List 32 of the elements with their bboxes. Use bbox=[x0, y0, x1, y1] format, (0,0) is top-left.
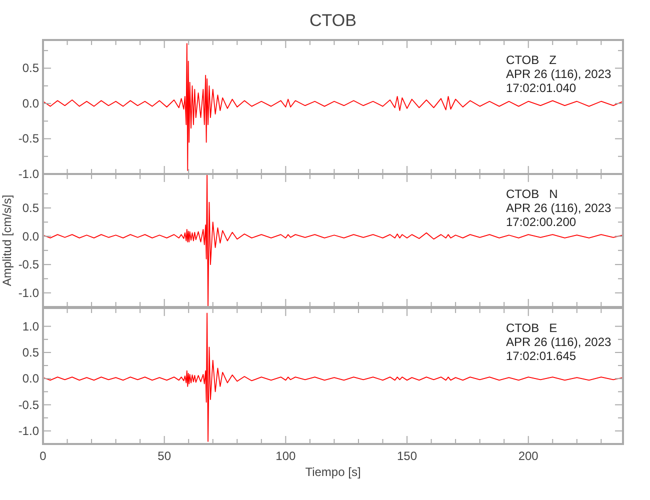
y-tick-label: 1.0 bbox=[22, 319, 40, 334]
y-tick-label: 0.0 bbox=[22, 96, 40, 110]
y-axis-title: Amplitud [cm/s/s] bbox=[0, 194, 14, 286]
line-series bbox=[43, 312, 623, 442]
y-tick-label: -0.5 bbox=[18, 258, 40, 272]
annotation: APR 26 (116), 2023 bbox=[506, 335, 612, 349]
y-tick-label: 0.5 bbox=[22, 200, 40, 215]
y-tick-label: -0.5 bbox=[18, 398, 40, 412]
x-tick-label: 200 bbox=[518, 449, 539, 463]
y-tick-label: 0.0 bbox=[22, 229, 40, 244]
annotation: APR 26 (116), 2023 bbox=[506, 201, 612, 215]
annotation: APR 26 (116), 2023 bbox=[506, 67, 612, 81]
x-tick-label: 50 bbox=[158, 449, 172, 463]
y-tick-label: -1.0 bbox=[18, 286, 40, 300]
annotation: 17:02:00.200 bbox=[506, 215, 576, 229]
annotation: 17:02:01.040 bbox=[506, 81, 576, 95]
annotation: CTOB E bbox=[506, 321, 558, 335]
y-tick-label: 0.5 bbox=[22, 345, 40, 360]
x-tick-label: 150 bbox=[397, 449, 418, 463]
y-tick-label: -0.5 bbox=[18, 132, 40, 146]
x-tick-label: 0 bbox=[40, 449, 47, 463]
y-tick-label: -1.0 bbox=[18, 167, 40, 181]
x-tick-label: 100 bbox=[276, 449, 296, 463]
x-axis-title: Tiempo [s] bbox=[305, 465, 361, 479]
annotation: 17:02:01.645 bbox=[506, 349, 576, 363]
annotation: CTOB Z bbox=[506, 53, 556, 67]
y-tick-label: -1.0 bbox=[18, 424, 40, 438]
chart-title: CTOB bbox=[310, 11, 356, 30]
y-tick-label: 0.0 bbox=[22, 372, 40, 386]
y-tick-label: 0.5 bbox=[22, 61, 40, 76]
line-series bbox=[43, 43, 623, 171]
annotation: CTOB N bbox=[506, 187, 558, 201]
